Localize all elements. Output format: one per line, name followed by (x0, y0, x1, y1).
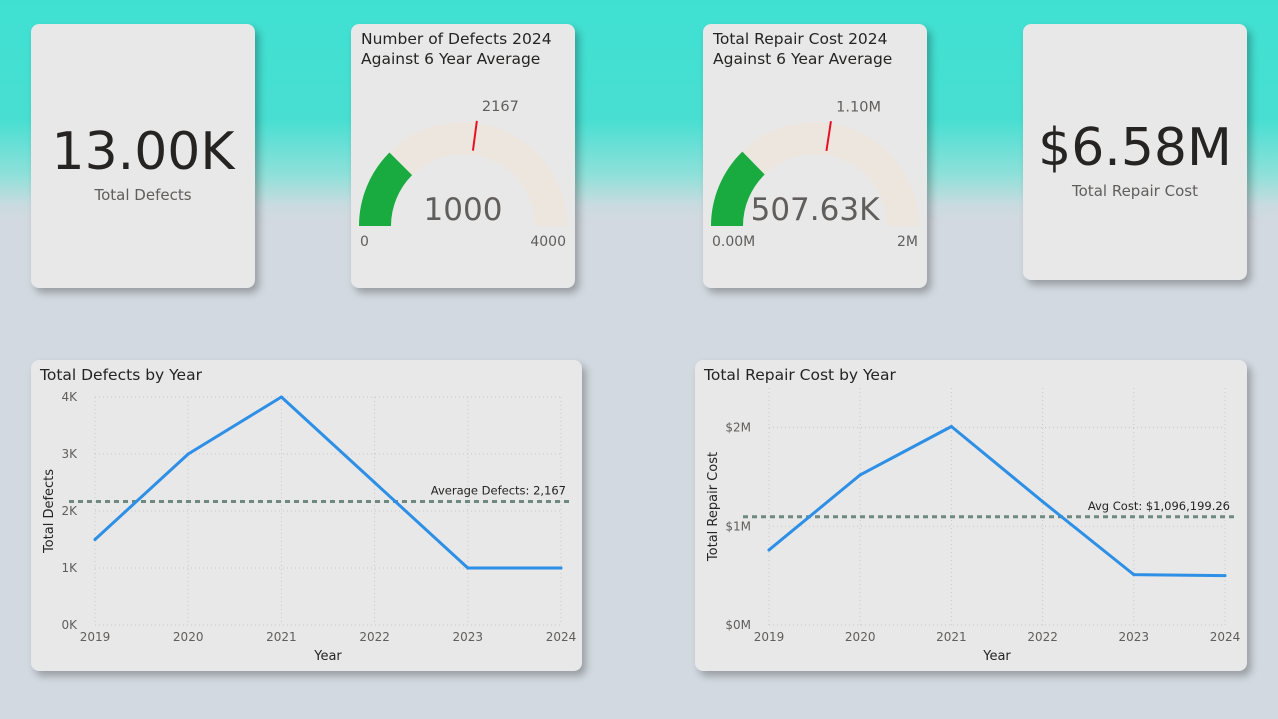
y-tick-label: 3K (61, 447, 78, 461)
y-tick-label: $0M (725, 618, 751, 632)
gauge-title-line1: Total Repair Cost 2024 (713, 30, 888, 48)
x-tick-label: 2020 (173, 630, 204, 644)
chart-card-defects-by-year[interactable]: Total Defects by Year 0K 1K 2K 3K 4K 2019 2020… (31, 360, 582, 671)
data-point (373, 481, 377, 484)
gauge-title: Number of Defects 2024 Against 6 Year Av… (361, 29, 552, 69)
series-line (93, 395, 563, 570)
gauge-card-defects[interactable]: Number of Defects 2024 Against 6 Year Av… (351, 24, 575, 288)
gauge-track (359, 122, 567, 226)
gauge-target-label: 1.10M (836, 99, 881, 115)
gauge-target-marker (471, 120, 478, 151)
y-tick-label: 1K (61, 561, 78, 575)
y-axis-title: Total Defects (42, 469, 57, 554)
kpi-card-total-defects[interactable]: 13.00K Total Defects (31, 24, 255, 288)
y-tick-label: 0K (61, 618, 78, 632)
gauge-max-label: 2M (897, 234, 918, 250)
data-point (466, 566, 470, 570)
x-tick-label: 2022 (1027, 630, 1058, 644)
x-tick-label: 2023 (453, 630, 484, 644)
gauge-value-label: 507.63K (751, 192, 880, 228)
gauge-track (711, 122, 919, 226)
data-point (93, 538, 97, 541)
x-tick-label: 2019 (754, 630, 785, 644)
data-point (1132, 573, 1136, 577)
y-axis-title: Total Repair Cost (706, 452, 721, 562)
x-tick-label: 2023 (1119, 630, 1150, 644)
kpi-card-total-repair-cost[interactable]: $6.58M Total Repair Cost (1023, 24, 1247, 280)
y-tick-label: $2M (725, 421, 751, 435)
series-line (767, 425, 1227, 578)
y-tick-label: 4K (61, 390, 78, 404)
data-point (949, 425, 953, 429)
data-point (559, 566, 563, 570)
kpi-label: Total Repair Cost (1072, 182, 1198, 200)
x-tick-label: 2019 (80, 630, 111, 644)
x-tick-label: 2022 (359, 630, 390, 644)
gauge-title-line2: Against 6 Year Average (361, 50, 541, 68)
data-point (1041, 500, 1045, 504)
gauge-defects: 2167 1000 0 4000 (359, 99, 567, 250)
chart-title: Total Defects by Year (40, 366, 202, 384)
x-tick-label: 2020 (845, 630, 876, 644)
kpi-value: 13.00K (51, 122, 235, 182)
x-axis-title: Year (982, 649, 1011, 664)
reference-line-label: Average Defects: 2,167 (431, 483, 566, 497)
gauge-cost: 1.10M 507.63K 0.00M 2M (711, 99, 919, 250)
gauge-value-label: 1000 (424, 192, 503, 228)
gauge-title: Total Repair Cost 2024 Against 6 Year Av… (713, 29, 892, 69)
gauge-card-cost[interactable]: Total Repair Cost 2024 Against 6 Year Av… (703, 24, 927, 288)
chart-card-repair-cost-by-year[interactable]: Total Repair Cost by Year $0M $1M $2M 2019 2… (695, 360, 1247, 671)
kpi-label: Total Defects (94, 186, 192, 204)
y-tick-label: 2K (61, 504, 78, 518)
gauge-min-label: 0.00M (712, 234, 755, 250)
data-point (858, 473, 862, 477)
chart-title: Total Repair Cost by Year (704, 366, 896, 384)
gauge-max-label: 4000 (530, 234, 566, 250)
line-chart-defects: 0K 1K 2K 3K 4K 2019 2020 2021 2022 2023 2024 Year To… (42, 390, 577, 664)
gauge-value-fill (359, 152, 413, 226)
x-tick-label: 2024 (546, 630, 577, 644)
gauge-target-marker (825, 121, 832, 152)
x-tick-label: 2024 (1210, 630, 1241, 644)
reference-line-label: Avg Cost: $1,096,199.26 (1088, 499, 1230, 513)
gauge-value-fill (711, 151, 765, 226)
gauge-title-line2: Against 6 Year Average (713, 50, 893, 68)
x-tick-label: 2021 (266, 630, 297, 644)
gauge-target-label: 2167 (482, 99, 519, 115)
data-point (1223, 574, 1227, 578)
gauge-title-line1: Number of Defects 2024 (361, 30, 552, 48)
x-tick-label: 2021 (936, 630, 967, 644)
x-axis-title: Year (313, 649, 342, 664)
y-tick-label: $1M (725, 519, 751, 533)
data-point (279, 395, 283, 399)
data-point (767, 548, 771, 552)
kpi-value: $6.58M (1038, 118, 1232, 178)
line-chart-repair-cost: $0M $1M $2M 2019 2020 2021 2022 2023 2024 Year Tot… (706, 388, 1241, 664)
gauge-min-label: 0 (360, 234, 369, 250)
data-point (186, 452, 190, 456)
